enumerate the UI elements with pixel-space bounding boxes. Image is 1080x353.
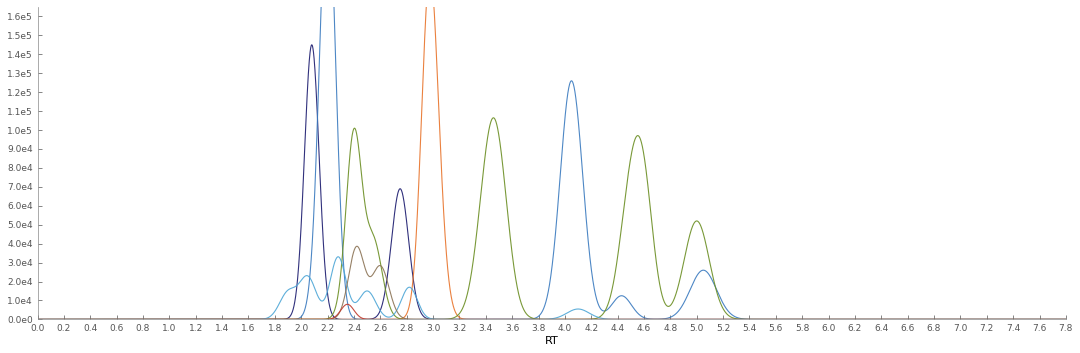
X-axis label: RT: RT: [544, 336, 558, 346]
